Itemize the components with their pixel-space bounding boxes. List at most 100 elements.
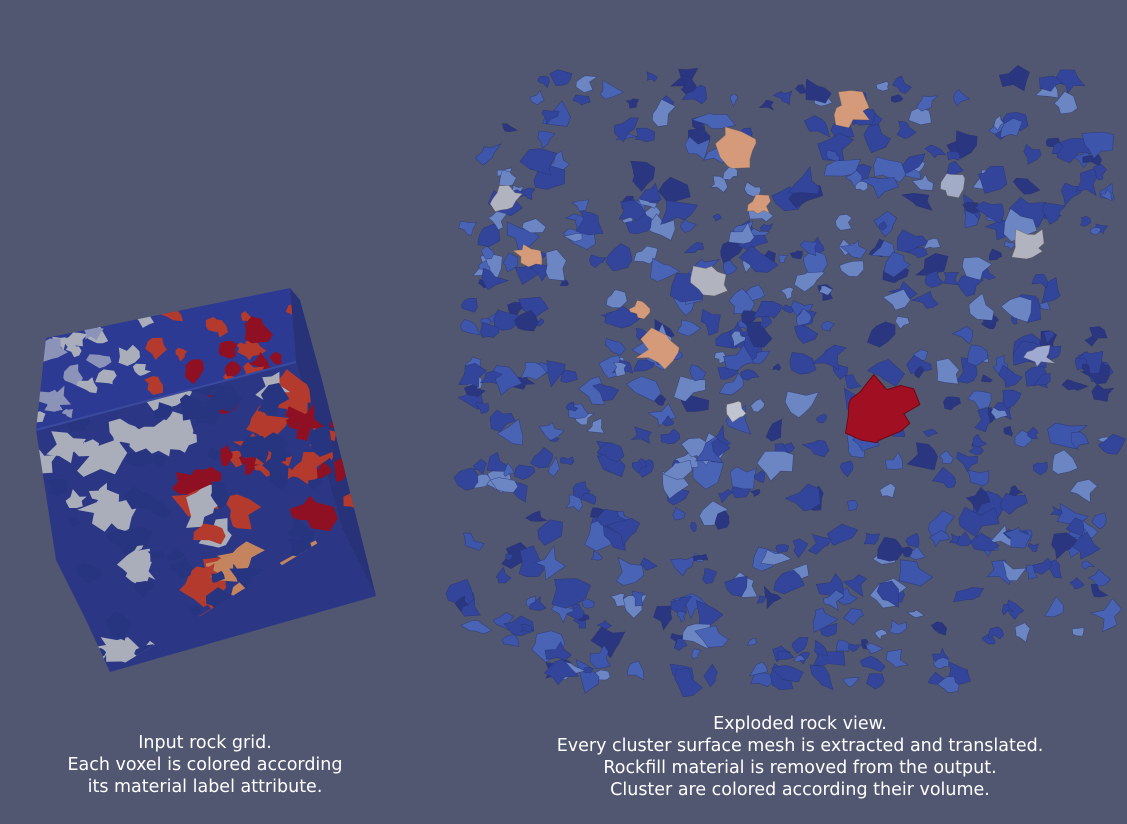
cluster-fragment <box>1001 603 1014 616</box>
cluster-fragment <box>690 113 737 129</box>
cluster-fragment <box>939 450 954 464</box>
material-patch <box>329 417 346 429</box>
cluster-fragment <box>870 240 896 258</box>
cluster-fragment <box>776 650 795 660</box>
caption-left-line-3: its material label attribute. <box>87 777 323 797</box>
cluster-fragment <box>615 557 645 586</box>
cluster-fragment <box>977 165 1008 194</box>
exploded-view-caption: Exploded rock view. Every cluster surfac… <box>500 713 1100 801</box>
cluster-fragment <box>812 607 839 633</box>
cluster-fragment <box>1023 344 1056 368</box>
material-patch <box>65 489 87 508</box>
material-patch <box>179 394 207 421</box>
material-patch <box>311 629 342 668</box>
cluster-fragment <box>968 443 984 455</box>
cluster-fragment <box>784 483 821 512</box>
cluster-fragment <box>521 218 547 234</box>
material-patch <box>262 455 289 490</box>
cluster-fragment <box>1023 143 1042 165</box>
cluster-fragment <box>910 290 939 309</box>
cluster-fragment <box>883 251 912 278</box>
material-patch <box>76 377 98 394</box>
material-patch <box>253 634 289 669</box>
cluster-fragment <box>765 418 783 442</box>
exploded-rock-view <box>445 65 1126 698</box>
cluster-fragment <box>778 254 789 264</box>
cluster-fragment <box>503 462 515 477</box>
material-patch <box>133 581 155 598</box>
material-patch <box>108 418 146 446</box>
cluster-fragment <box>700 308 721 337</box>
caption-right-line-3: Rockfill material is removed from the ou… <box>603 758 997 778</box>
cluster-fragment <box>571 199 590 212</box>
cluster-fragment <box>496 418 524 446</box>
cluster-fragment <box>512 243 543 268</box>
cluster-fragment <box>660 428 681 445</box>
cluster-fragment <box>967 344 989 367</box>
cluster-fragment <box>772 363 782 371</box>
cluster-fragment <box>548 456 560 478</box>
cluster-fragment <box>460 318 481 336</box>
cluster-fragment <box>923 237 941 250</box>
material-patch <box>269 351 282 365</box>
cluster-fragment <box>1051 141 1064 155</box>
cluster-fragment <box>627 660 644 681</box>
cluster-fragment <box>481 246 495 260</box>
cluster-fragment <box>1008 485 1024 498</box>
cluster-fragment <box>537 130 556 149</box>
cluster-fragment <box>860 638 869 650</box>
cluster-fragment <box>839 260 865 278</box>
cluster-fragment <box>998 65 1030 92</box>
cluster-fragment <box>621 594 648 619</box>
cluster-fragment <box>787 165 821 195</box>
cluster-fragment <box>784 390 820 419</box>
cluster-fragment <box>813 639 828 656</box>
cluster-fragment <box>898 559 934 587</box>
cluster-fragment <box>924 144 947 159</box>
cluster-fragment <box>859 655 886 673</box>
cluster-fragment <box>866 673 885 690</box>
cluster-fragment <box>749 489 761 497</box>
cluster-fragment <box>1091 383 1115 402</box>
material-patch <box>350 395 362 407</box>
material-patch <box>289 495 338 532</box>
cluster-fragment <box>722 259 738 276</box>
cluster-fragment <box>525 510 549 522</box>
material-patch <box>148 499 172 519</box>
cluster-fragment <box>684 136 711 161</box>
cluster-fragment <box>474 143 502 166</box>
cluster-fragment <box>1014 622 1031 643</box>
cluster-fragment <box>894 316 910 330</box>
material-patch <box>62 332 88 347</box>
material-patch <box>211 570 225 583</box>
cluster-fragment <box>980 374 994 383</box>
material-patch <box>188 604 201 615</box>
material-patch <box>45 478 70 496</box>
cluster-fragment <box>565 401 579 412</box>
cluster-fragment <box>546 360 566 388</box>
cluster-fragment <box>906 442 938 471</box>
cluster-fragment <box>572 94 591 106</box>
cluster-fragment <box>1049 505 1063 516</box>
cluster-fragment <box>479 370 503 384</box>
cluster-fragment <box>604 337 627 356</box>
cluster-fragment <box>746 194 771 215</box>
cluster-fragment <box>589 254 607 268</box>
cluster-fragment <box>566 603 585 620</box>
cluster-fragment <box>892 75 913 95</box>
cluster-fragment <box>1004 240 1016 251</box>
cluster-fragment <box>875 81 890 92</box>
cluster-fragment <box>1001 558 1027 582</box>
material-patch <box>124 486 158 510</box>
cluster-fragment <box>815 413 828 424</box>
cluster-fragment <box>750 398 765 413</box>
cluster-fragment <box>863 121 891 154</box>
material-patch <box>132 363 152 376</box>
cluster-fragment <box>691 648 702 659</box>
cluster-fragment <box>759 315 772 330</box>
cluster-fragment <box>1090 583 1109 598</box>
cluster-fragment <box>745 284 766 302</box>
cluster-fragment <box>592 383 620 402</box>
cluster-fragment <box>673 638 688 651</box>
cluster-fragment <box>614 117 639 143</box>
